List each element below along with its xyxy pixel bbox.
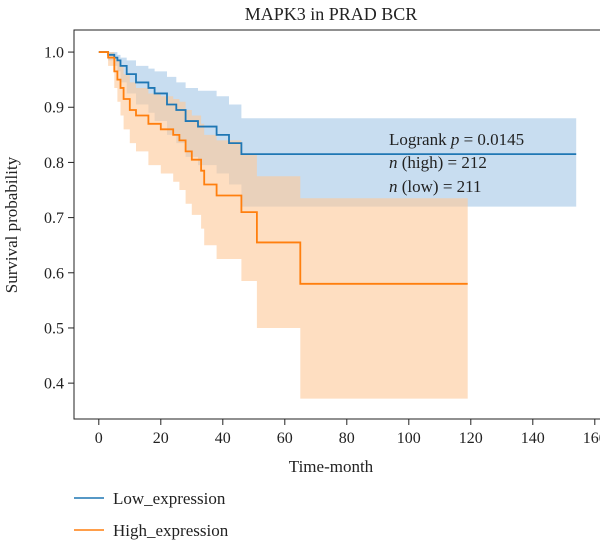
legend-label-low-expression: Low_expression: [113, 489, 226, 508]
y-tick-label: 0.7: [44, 210, 64, 227]
logrank-annotation: Logrank p = 0.0145: [389, 130, 524, 149]
x-tick-label: 120: [459, 430, 483, 447]
n-high-annotation: n (high) = 212: [389, 153, 487, 172]
legend-label-high-expression: High_expression: [113, 521, 229, 540]
plot-frame: [73, 29, 600, 420]
y-tick-label: 0.8: [44, 155, 64, 172]
y-axis-ticks: 0.4 0.5 0.6 0.7 0.8 0.9 1.0: [44, 45, 74, 393]
x-axis-ticks: 0 20 40 60 80 100 120 140 160: [95, 419, 600, 447]
confidence-bands: [98, 52, 577, 399]
ci-band-high-expression: [98, 52, 468, 399]
x-axis-label: Time-month: [289, 457, 374, 476]
x-tick-label: 80: [339, 430, 355, 447]
x-tick-label: 60: [277, 430, 293, 447]
y-tick-label: 0.5: [44, 320, 64, 337]
x-tick-label: 0: [95, 430, 103, 447]
legend: Low_expression High_expression: [74, 489, 229, 540]
x-tick-label: 140: [521, 430, 545, 447]
survival-line-high-expression: [98, 51, 468, 285]
x-tick-label: 20: [153, 430, 169, 447]
y-axis-label: Survival probability: [2, 156, 21, 293]
x-tick-label: 40: [215, 430, 231, 447]
y-tick-label: 0.9: [44, 100, 64, 117]
chart-title: MAPK3 in PRAD BCR: [245, 4, 418, 24]
survival-curves: [98, 51, 577, 285]
n-low-annotation: n (low) = 211: [389, 177, 482, 196]
x-tick-label: 100: [397, 430, 421, 447]
stats-annotation: Logrank p = 0.0145 n (high) = 212 n (low…: [389, 130, 524, 196]
survival-line-low-expression: [98, 51, 577, 156]
y-tick-label: 0.6: [44, 265, 64, 282]
x-tick-label: 160: [583, 430, 600, 447]
y-tick-label: 1.0: [44, 45, 64, 62]
y-tick-label: 0.4: [44, 376, 64, 393]
